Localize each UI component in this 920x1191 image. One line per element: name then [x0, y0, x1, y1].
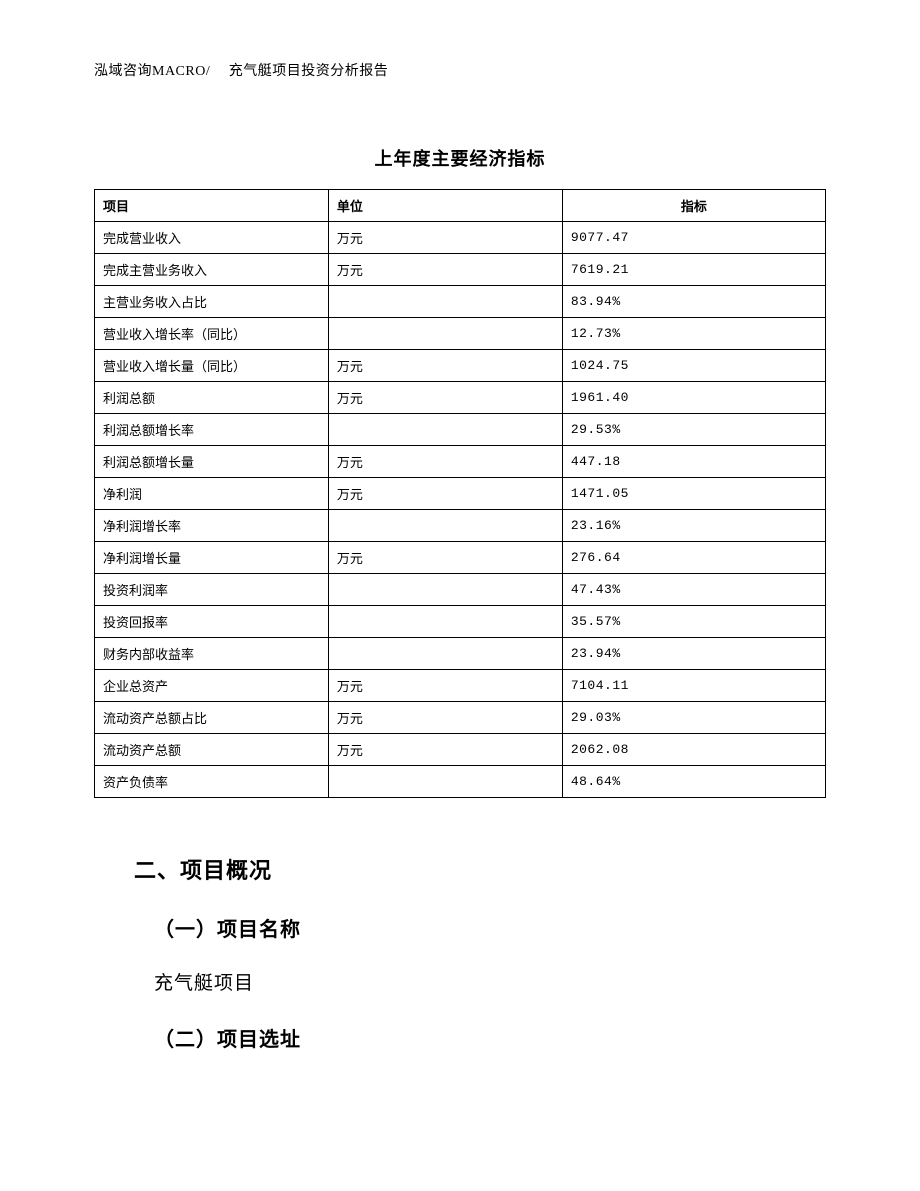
- table-row: 营业收入增长率（同比） 12.73%: [95, 318, 826, 350]
- cell-indicator: 7104.11: [562, 670, 825, 702]
- cell-project: 投资利润率: [95, 574, 329, 606]
- table-row: 利润总额增长量万元447.18: [95, 446, 826, 478]
- cell-indicator: 9077.47: [562, 222, 825, 254]
- cell-indicator: 23.16%: [562, 510, 825, 542]
- cell-project: 营业收入增长率（同比）: [95, 318, 329, 350]
- cell-project: 流动资产总额占比: [95, 702, 329, 734]
- table-row: 净利润万元1471.05: [95, 478, 826, 510]
- cell-indicator: 35.57%: [562, 606, 825, 638]
- cell-project: 资产负债率: [95, 766, 329, 798]
- table-row: 企业总资产万元7104.11: [95, 670, 826, 702]
- cell-indicator: 48.64%: [562, 766, 825, 798]
- cell-project: 主营业务收入占比: [95, 286, 329, 318]
- cell-indicator: 276.64: [562, 542, 825, 574]
- cell-project: 企业总资产: [95, 670, 329, 702]
- table-row: 完成营业收入万元9077.47: [95, 222, 826, 254]
- table-row: 投资回报率 35.57%: [95, 606, 826, 638]
- cell-indicator: 7619.21: [562, 254, 825, 286]
- cell-indicator: 2062.08: [562, 734, 825, 766]
- cell-indicator: 23.94%: [562, 638, 825, 670]
- table-row: 净利润增长量万元276.64: [95, 542, 826, 574]
- sub-heading-2: （二）项目选址: [154, 1023, 826, 1052]
- cell-project: 完成主营业务收入: [95, 254, 329, 286]
- sub-heading-1: （一）项目名称: [154, 913, 826, 942]
- table-row: 投资利润率 47.43%: [95, 574, 826, 606]
- section-heading-2: 二、项目概况: [134, 853, 826, 885]
- cell-unit: [328, 318, 562, 350]
- cell-unit: [328, 286, 562, 318]
- table-row: 流动资产总额万元2062.08: [95, 734, 826, 766]
- table-row: 利润总额万元1961.40: [95, 382, 826, 414]
- cell-unit: 万元: [328, 254, 562, 286]
- table-title: 上年度主要经济指标: [94, 145, 826, 171]
- table-row: 财务内部收益率 23.94%: [95, 638, 826, 670]
- cell-indicator: 1961.40: [562, 382, 825, 414]
- cell-unit: 万元: [328, 542, 562, 574]
- table-row: 营业收入增长量（同比）万元1024.75: [95, 350, 826, 382]
- cell-project: 营业收入增长量（同比）: [95, 350, 329, 382]
- cell-project: 净利润: [95, 478, 329, 510]
- cell-project: 净利润增长率: [95, 510, 329, 542]
- cell-project: 净利润增长量: [95, 542, 329, 574]
- cell-unit: [328, 574, 562, 606]
- cell-unit: [328, 638, 562, 670]
- cell-project: 财务内部收益率: [95, 638, 329, 670]
- cell-project: 投资回报率: [95, 606, 329, 638]
- cell-indicator: 1024.75: [562, 350, 825, 382]
- table-header-row: 项目 单位 指标: [95, 190, 826, 222]
- cell-unit: [328, 414, 562, 446]
- cell-indicator: 83.94%: [562, 286, 825, 318]
- table-row: 资产负债率 48.64%: [95, 766, 826, 798]
- cell-indicator: 29.53%: [562, 414, 825, 446]
- table-row: 利润总额增长率 29.53%: [95, 414, 826, 446]
- table-row: 完成主营业务收入万元7619.21: [95, 254, 826, 286]
- cell-indicator: 1471.05: [562, 478, 825, 510]
- column-header-indicator: 指标: [562, 190, 825, 222]
- cell-unit: 万元: [328, 222, 562, 254]
- cell-unit: 万元: [328, 702, 562, 734]
- cell-unit: [328, 510, 562, 542]
- cell-project: 利润总额增长率: [95, 414, 329, 446]
- cell-indicator: 47.43%: [562, 574, 825, 606]
- cell-project: 利润总额增长量: [95, 446, 329, 478]
- cell-unit: 万元: [328, 382, 562, 414]
- cell-project: 完成营业收入: [95, 222, 329, 254]
- economic-indicators-table: 项目 单位 指标 完成营业收入万元9077.47完成主营业务收入万元7619.2…: [94, 189, 826, 798]
- cell-unit: [328, 606, 562, 638]
- cell-unit: [328, 766, 562, 798]
- page-header: 泓域咨询MACRO/ 充气艇项目投资分析报告: [94, 60, 826, 80]
- cell-project: 流动资产总额: [95, 734, 329, 766]
- column-header-unit: 单位: [328, 190, 562, 222]
- cell-unit: 万元: [328, 478, 562, 510]
- table-row: 净利润增长率 23.16%: [95, 510, 826, 542]
- cell-indicator: 12.73%: [562, 318, 825, 350]
- cell-unit: 万元: [328, 446, 562, 478]
- column-header-project: 项目: [95, 190, 329, 222]
- cell-unit: 万元: [328, 734, 562, 766]
- table-row: 流动资产总额占比万元29.03%: [95, 702, 826, 734]
- project-name-text: 充气艇项目: [154, 968, 826, 995]
- cell-indicator: 29.03%: [562, 702, 825, 734]
- cell-unit: 万元: [328, 670, 562, 702]
- cell-project: 利润总额: [95, 382, 329, 414]
- table-row: 主营业务收入占比 83.94%: [95, 286, 826, 318]
- cell-unit: 万元: [328, 350, 562, 382]
- cell-indicator: 447.18: [562, 446, 825, 478]
